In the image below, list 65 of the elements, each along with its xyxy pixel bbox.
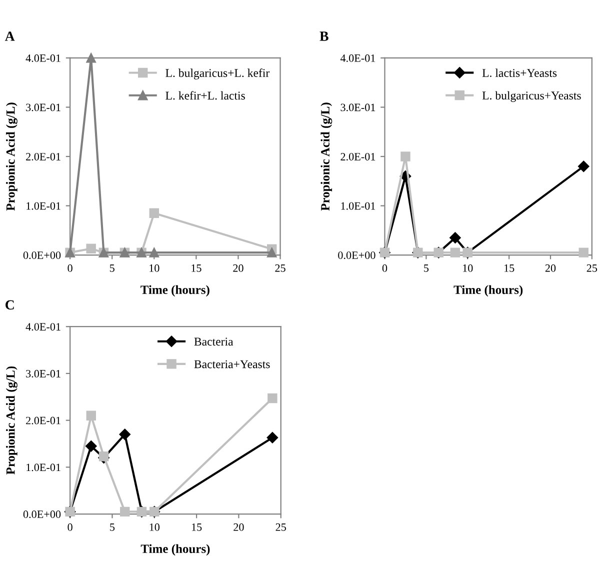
y-axis-title: Propionic Acid (g/L) [6, 366, 18, 475]
y-axis-title: Propionic Acid (g/L) [6, 102, 18, 211]
x-tick-label: 15 [192, 264, 202, 272]
point [450, 232, 461, 244]
point [98, 452, 109, 462]
x-tick-label: 20 [234, 523, 244, 531]
x-axis-title: Time (hours) [140, 285, 210, 297]
legend-label: Bacteria+Yeasts [194, 360, 270, 368]
x-tick-label: 5 [424, 264, 429, 272]
y-tick-label: 0.0E+00 [23, 252, 61, 260]
legend-label: Bacteria [194, 338, 234, 346]
x-tick-label: 5 [110, 264, 114, 272]
x-tick-label: 0 [382, 264, 388, 272]
x-tick-label: 15 [504, 264, 514, 272]
chart-title: C [6, 300, 14, 310]
chart-title: B [320, 32, 328, 41]
y-tick-label: 1.0E-01 [341, 202, 376, 210]
point [268, 393, 278, 404]
point [266, 248, 277, 258]
x-tick-label: 25 [276, 523, 286, 531]
x-axis-title: Time (hours) [140, 544, 210, 556]
x-tick-label: 25 [275, 264, 286, 272]
y-tick-label: 2.0E-01 [26, 416, 60, 424]
point [149, 208, 159, 218]
point [86, 244, 96, 254]
x-tick-label: 10 [463, 264, 473, 272]
legend-label: L. bulgaricus+Yeasts [482, 91, 581, 102]
y-tick-label: 4.0E-01 [26, 323, 60, 331]
y-tick-label: 1.0E-01 [26, 464, 60, 472]
y-axis-title: Propionic Acid (g/L) [320, 102, 332, 211]
y-tick-label: 0.0E+00 [338, 252, 376, 260]
legend-label: L. lactis+Yeasts [482, 68, 557, 77]
point [400, 152, 410, 162]
x-tick-label: 10 [150, 523, 160, 531]
point [149, 248, 159, 258]
x-tick-label: 20 [545, 264, 556, 272]
y-tick-label: 4.0E-01 [340, 54, 376, 62]
point [120, 506, 130, 517]
x-tick-label: 10 [150, 264, 160, 272]
point [450, 248, 460, 258]
point [266, 432, 278, 444]
y-tick-label: 4.0E-01 [26, 54, 60, 62]
point [578, 160, 590, 172]
y-tick-label: 3.0E-01 [340, 104, 376, 112]
legend-label: L. kefir+L. lactis [166, 91, 245, 100]
y-tick-label: 3.0E-01 [26, 104, 60, 112]
x-axis-title: Time (hours) [454, 285, 523, 297]
y-tick-label: 3.0E-01 [26, 370, 60, 378]
x-tick-label: 15 [192, 523, 202, 531]
point [86, 410, 96, 420]
x-tick-label: 25 [586, 264, 598, 272]
point [119, 428, 130, 440]
x-tick-label: 0 [68, 264, 72, 272]
y-tick-label: 1.0E-01 [26, 202, 60, 210]
x-tick-label: 5 [110, 524, 115, 531]
x-tick-label: 20 [233, 264, 244, 272]
x-tick-label: 0 [68, 523, 72, 531]
y-tick-label: 2.0E-01 [340, 152, 376, 160]
point [578, 248, 588, 258]
point [86, 53, 96, 63]
point [86, 440, 97, 452]
y-tick-label: 0.0E+00 [23, 510, 61, 518]
y-tick-label: 2.0E-01 [26, 152, 60, 160]
chart-title: A [4, 32, 15, 41]
legend-label: L. bulgaricus+L. kefir [166, 68, 270, 80]
